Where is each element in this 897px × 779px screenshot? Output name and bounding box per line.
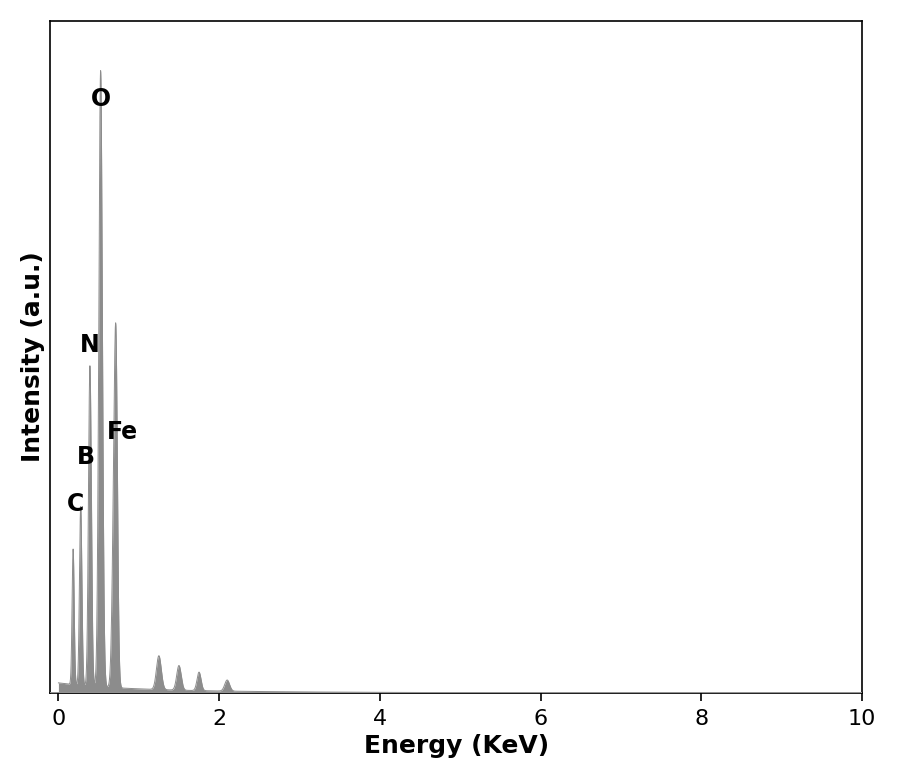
Y-axis label: Intensity (a.u.): Intensity (a.u.)	[21, 252, 45, 463]
Text: N: N	[80, 333, 100, 357]
Text: B: B	[77, 445, 95, 469]
Text: O: O	[91, 87, 110, 111]
Text: C: C	[66, 492, 83, 516]
X-axis label: Energy (KeV): Energy (KeV)	[363, 734, 549, 758]
Text: Fe: Fe	[107, 420, 138, 444]
